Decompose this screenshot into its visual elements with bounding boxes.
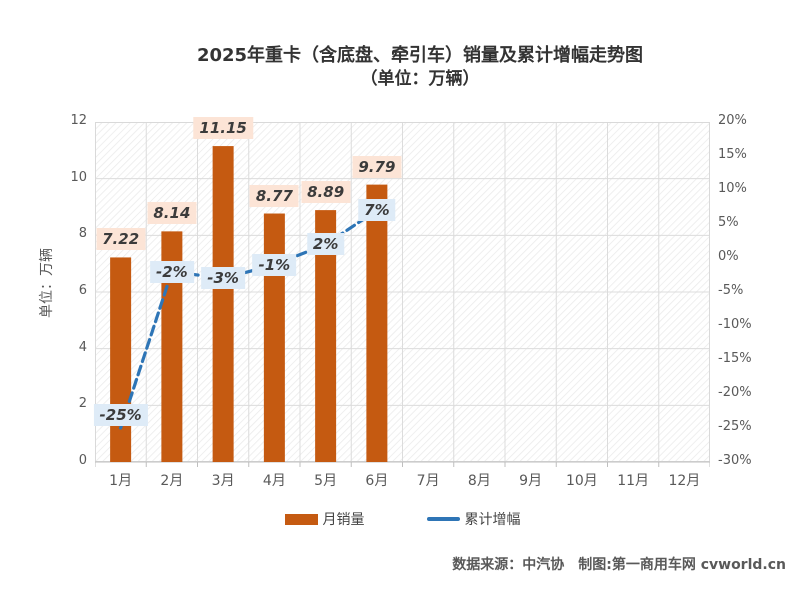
x-axis-tick-label: 4月	[262, 473, 286, 489]
chart-legend: 月销量 累计增幅	[95, 508, 710, 530]
y2-axis-tick-label: 10%	[718, 181, 747, 196]
line-value-label: -2%	[150, 260, 194, 283]
bar	[366, 184, 388, 462]
x-axis-tick-label: 5月	[314, 473, 338, 489]
bar-value-label: 9.79	[352, 155, 402, 178]
y2-axis-tick-label: -15%	[718, 351, 752, 366]
y-axis-tick-label: 6	[78, 283, 87, 298]
x-axis-tick-label: 7月	[416, 473, 440, 489]
x-axis-tick-label: 8月	[467, 473, 491, 489]
legend-label-growth: 累计增幅	[464, 512, 521, 528]
y-axis-tick-label: 2	[78, 396, 87, 412]
chart-title-block: 2025年重卡（含底盘、牵引车）销量及累计增幅走势图 （单位：万辆）	[40, 44, 800, 90]
bar	[212, 146, 234, 463]
y-axis-tick-label: 10	[70, 169, 87, 185]
bar	[263, 213, 285, 462]
x-axis-tick-label: 10月	[565, 473, 598, 489]
bar	[110, 257, 132, 462]
line-value-label: -1%	[252, 253, 297, 276]
y2-axis-tick-label: 0%	[718, 249, 739, 264]
line-value-label: -25%	[93, 404, 148, 426]
x-axis-tick-label: 6月	[365, 473, 389, 489]
bar-value-label: 7.22	[96, 228, 146, 251]
line-value-label: -3%	[201, 267, 245, 290]
bar-series-swatch	[284, 513, 318, 525]
x-axis-tick-label: 9月	[519, 473, 543, 489]
x-axis-tick-label: 2月	[160, 473, 184, 489]
bar-value-label: 8.77	[249, 184, 299, 207]
chart-title: 2025年重卡（含底盘、牵引车）销量及累计增幅走势图	[196, 45, 644, 66]
y-axis-tick-label: 8	[78, 226, 87, 242]
x-axis-tick-label: 3月	[211, 473, 235, 489]
y2-axis-tick-label: -20%	[718, 385, 752, 400]
chart-subtitle: （单位：万辆）	[360, 69, 480, 89]
line-value-label: 2%	[306, 233, 345, 256]
y2-axis-tick-label: 15%	[718, 147, 747, 162]
line-value-label: 7%	[358, 199, 396, 222]
y-axis-tick-label: 12	[70, 113, 87, 128]
x-axis-tick-label: 11月	[617, 473, 650, 489]
y2-axis-tick-label: -25%	[718, 419, 752, 434]
legend-label-sales: 月销量	[322, 512, 365, 528]
x-axis-tick-label: 12月	[668, 473, 701, 489]
y2-axis-tick-label: 5%	[718, 215, 739, 230]
y2-axis-tick-label: -30%	[718, 453, 752, 468]
y2-axis-tick-label: -5%	[718, 283, 744, 298]
bar-value-label: 8.14	[147, 202, 197, 225]
x-axis-tick-label: 1月	[109, 473, 133, 489]
y2-axis-tick-label: -10%	[718, 317, 752, 332]
y-axis-tick-label: 4	[78, 339, 87, 355]
y-axis-tick-label: 0	[78, 453, 87, 468]
source-credit: 数据来源：中汽协 制图:第一商用车网 cvworld.cn	[452, 557, 786, 573]
legend-item-growth: 累计增幅	[426, 509, 521, 529]
bar-value-label: 8.89	[301, 181, 351, 204]
bar	[315, 210, 337, 462]
plot-area	[95, 122, 710, 467]
legend-item-sales: 月销量	[284, 509, 365, 529]
line-series-swatch	[426, 517, 460, 521]
bar-value-label: 11.15	[193, 117, 253, 140]
y2-axis-tick-label: 20%	[718, 113, 747, 128]
